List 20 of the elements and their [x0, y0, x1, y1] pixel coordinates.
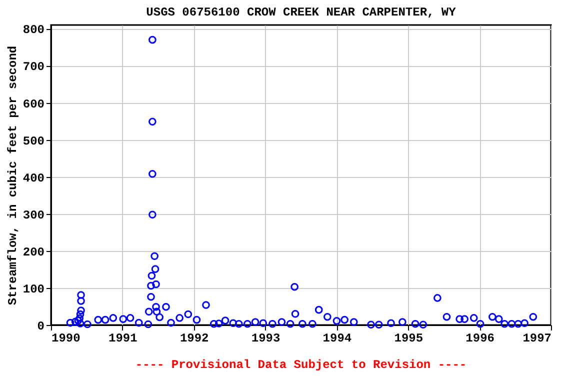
- y-tick-label: 400: [22, 171, 44, 186]
- x-tick-label: 1993: [251, 332, 280, 346]
- y-tick-label: 600: [22, 97, 44, 112]
- x-tick-label: 1992: [180, 332, 209, 346]
- x-tick-label: 1995: [394, 332, 424, 346]
- y-tick-label: 800: [22, 23, 44, 38]
- y-tick-label: 100: [22, 282, 44, 296]
- x-tick-label: 1991: [108, 332, 138, 346]
- y-axis-title: Streamflow, in cubic feet per second: [6, 46, 20, 306]
- x-tick-label: 1994: [322, 332, 352, 346]
- text: ---- Provisional Data Subject to Revision ----: [135, 358, 467, 372]
- y-tick-label: 300: [22, 208, 44, 222]
- y-tick-label: 700: [22, 60, 44, 74]
- x-tick-label: 1990: [52, 332, 80, 346]
- y-tick-label: 0: [37, 320, 44, 334]
- x-tick-label: 1996: [466, 332, 494, 346]
- x-tick-label: 1997: [522, 332, 552, 346]
- y-tick-label: 200: [22, 245, 44, 260]
- y-tick-label: 500: [22, 134, 44, 148]
- chart-title: USGS 06756100 CROW CREEK NEAR CARPENTER, WY: [146, 6, 457, 20]
